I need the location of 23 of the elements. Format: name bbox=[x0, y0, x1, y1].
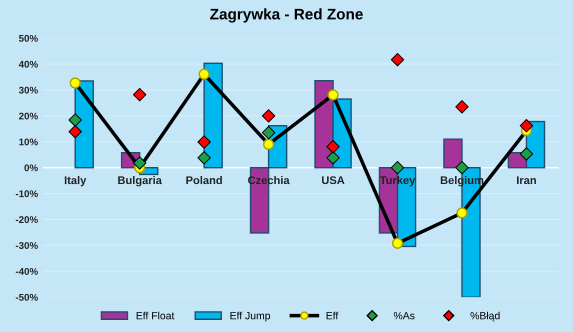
y-tick-label: 10% bbox=[19, 138, 38, 146]
legend-label: Eff Jump bbox=[230, 312, 270, 322]
y-tick-label: 40% bbox=[18, 60, 38, 68]
y-tick-label: -20% bbox=[16, 216, 38, 224]
y-tick-label: 30% bbox=[18, 86, 38, 94]
legend-label: %As bbox=[394, 312, 415, 320]
y-tick-label: -10% bbox=[16, 190, 38, 198]
y-tick-label: 20% bbox=[18, 112, 38, 120]
legend-label: %Błąd bbox=[470, 312, 500, 322]
x-tick-label: Iran bbox=[517, 176, 536, 184]
y-tick-label: -30% bbox=[16, 242, 38, 249]
x-tick-label: Italy bbox=[64, 176, 86, 186]
y-tick-label: 0% bbox=[24, 164, 38, 172]
chart-title: Zagrywka - Red Zone bbox=[210, 8, 363, 23]
legend-label: Eff bbox=[326, 312, 338, 320]
x-tick-label: USA bbox=[322, 176, 344, 184]
legend-label: Eff Float bbox=[136, 312, 174, 320]
y-tick-label: -40% bbox=[16, 268, 38, 275]
x-tick-label: Turkey bbox=[380, 176, 416, 186]
y-tick-label: -50% bbox=[16, 294, 38, 301]
x-tick-label: Poland bbox=[186, 176, 222, 184]
x-tick-label: Bulgaria bbox=[118, 176, 162, 186]
y-tick-label: 50% bbox=[18, 34, 38, 42]
